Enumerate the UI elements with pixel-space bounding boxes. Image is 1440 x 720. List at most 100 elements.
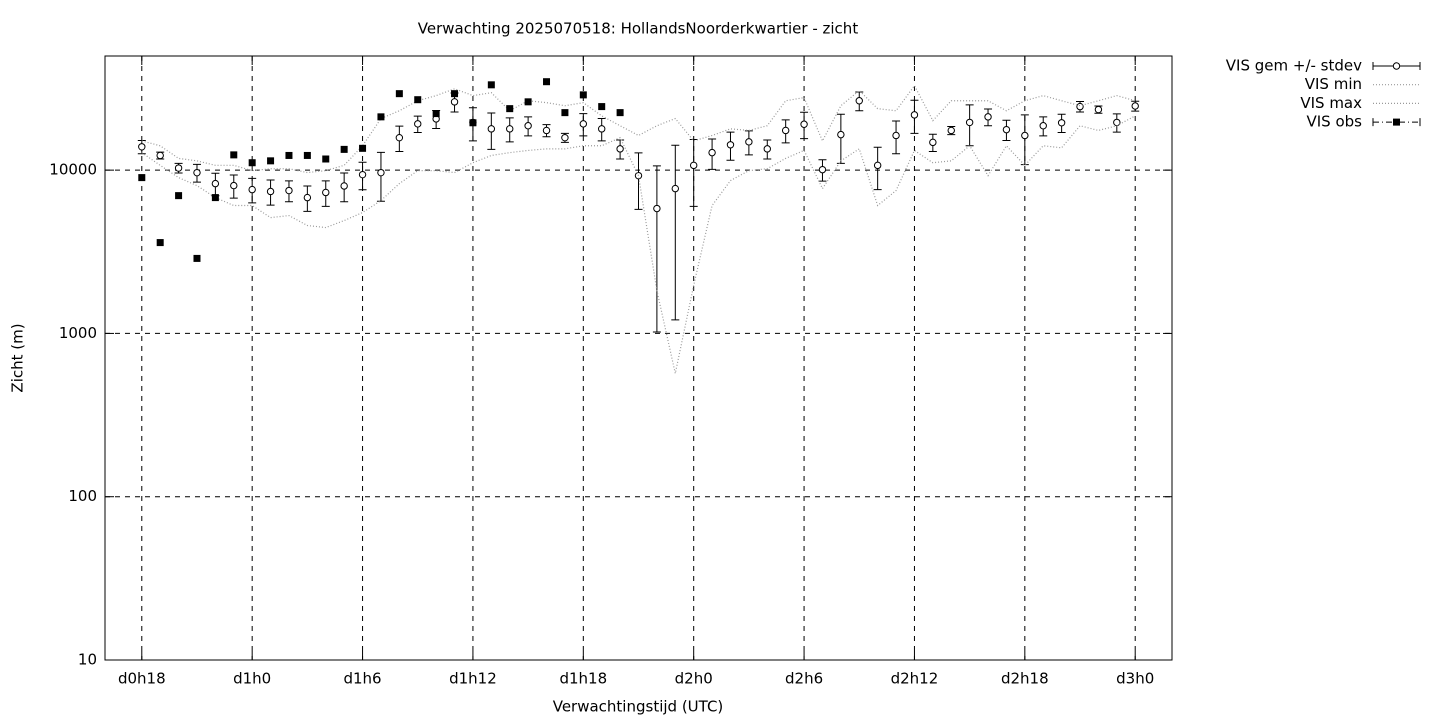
legend-label: VIS max bbox=[1300, 94, 1362, 112]
mean-point bbox=[671, 184, 679, 193]
mean-point bbox=[910, 111, 919, 119]
plot-border bbox=[104, 55, 1173, 661]
mean-point bbox=[138, 143, 146, 151]
obs-point bbox=[303, 151, 311, 159]
obs-point bbox=[211, 194, 219, 202]
mean-point bbox=[377, 168, 385, 177]
mean-point bbox=[1094, 105, 1103, 114]
obs-point bbox=[432, 110, 440, 118]
mean-point bbox=[506, 125, 514, 133]
obs-point bbox=[543, 78, 551, 86]
mean-point bbox=[193, 168, 201, 177]
y-tick-label: 10000 bbox=[49, 161, 97, 179]
x-tick-label: d3h0 bbox=[1116, 670, 1154, 688]
mean-point bbox=[340, 182, 348, 190]
mean-point bbox=[726, 141, 735, 149]
mean-point bbox=[892, 131, 900, 140]
mean-point bbox=[1002, 125, 1011, 134]
mean-point bbox=[561, 133, 569, 142]
legend-key bbox=[1392, 62, 1401, 70]
obs-point bbox=[175, 192, 183, 200]
mean-point bbox=[947, 126, 955, 135]
obs-point bbox=[267, 157, 275, 165]
mean-point bbox=[1113, 118, 1121, 127]
mean-point bbox=[1131, 102, 1139, 110]
obs-point bbox=[322, 155, 330, 163]
mean-point bbox=[322, 188, 330, 197]
mean-point bbox=[929, 138, 937, 147]
obs-point bbox=[469, 119, 477, 127]
mean-point bbox=[579, 120, 588, 128]
mean-point bbox=[542, 126, 551, 135]
obs-point bbox=[451, 90, 459, 98]
y-tick-label: 100 bbox=[68, 487, 97, 505]
mean-point bbox=[285, 186, 293, 195]
mean-point bbox=[487, 125, 496, 133]
mean-point bbox=[230, 181, 238, 190]
legend-key bbox=[1372, 118, 1421, 127]
obs-point bbox=[156, 239, 164, 247]
chart-title: Verwachting 2025070518: HollandsNoorderk… bbox=[418, 20, 859, 38]
error-bar bbox=[1020, 114, 1029, 166]
mean-point bbox=[616, 145, 624, 153]
mean-point bbox=[837, 130, 845, 139]
x-tick-label: d2h0 bbox=[675, 670, 713, 688]
mean-point bbox=[763, 145, 771, 153]
error-bar bbox=[652, 165, 661, 333]
legend-label: VIS obs bbox=[1307, 113, 1363, 131]
x-tick-label: d1h6 bbox=[343, 670, 381, 688]
mean-point bbox=[818, 165, 827, 174]
obs-point bbox=[340, 145, 348, 153]
mean-point bbox=[984, 113, 992, 121]
error-bar bbox=[376, 151, 385, 202]
mean-point bbox=[745, 138, 753, 146]
x-tick-label: d2h12 bbox=[891, 670, 939, 688]
obs-point bbox=[598, 103, 606, 111]
obs-point bbox=[414, 96, 422, 104]
mean-point bbox=[156, 151, 164, 160]
mean-point bbox=[414, 120, 422, 128]
obs-point bbox=[506, 105, 514, 113]
mean-point bbox=[1076, 102, 1084, 111]
mean-point bbox=[358, 170, 367, 179]
error-bar bbox=[671, 144, 680, 321]
mean-point bbox=[248, 185, 256, 194]
error-bar bbox=[634, 152, 643, 210]
obs-point bbox=[561, 109, 569, 117]
mean-point bbox=[1057, 119, 1066, 127]
error-bar bbox=[836, 113, 845, 164]
x-tick-label: d0h18 bbox=[118, 670, 166, 688]
mean-point bbox=[266, 187, 275, 196]
mean-point bbox=[689, 161, 698, 170]
obs-point bbox=[285, 151, 293, 159]
mean-point bbox=[781, 126, 790, 135]
legend-key bbox=[1393, 118, 1400, 126]
range-line bbox=[141, 115, 1136, 374]
obs-point bbox=[579, 91, 587, 99]
obs-point bbox=[193, 254, 201, 262]
obs-point bbox=[524, 98, 532, 106]
x-tick-label: d1h12 bbox=[449, 670, 497, 688]
mean-point bbox=[598, 125, 606, 133]
mean-point bbox=[524, 122, 532, 130]
mean-point bbox=[873, 161, 882, 170]
obs-point bbox=[395, 90, 403, 98]
error-bar bbox=[689, 139, 698, 207]
mean-point bbox=[303, 193, 312, 202]
mean-point bbox=[965, 118, 974, 127]
mean-point bbox=[1021, 131, 1029, 140]
obs-point bbox=[377, 113, 385, 121]
mean-point bbox=[800, 120, 808, 128]
y-tick-label: 1000 bbox=[59, 324, 97, 342]
x-axis-label: Verwachtingstijd (UTC) bbox=[553, 698, 724, 716]
obs-point bbox=[487, 81, 495, 89]
x-tick-label: d1h0 bbox=[233, 670, 271, 688]
x-tick-label: d1h18 bbox=[559, 670, 607, 688]
mean-point bbox=[855, 97, 863, 105]
mean-point bbox=[174, 164, 183, 172]
legend-label: VIS min bbox=[1305, 75, 1362, 93]
mean-point bbox=[395, 133, 404, 142]
mean-point bbox=[708, 148, 716, 157]
legend-label: VIS gem +/- stdev bbox=[1226, 57, 1362, 75]
